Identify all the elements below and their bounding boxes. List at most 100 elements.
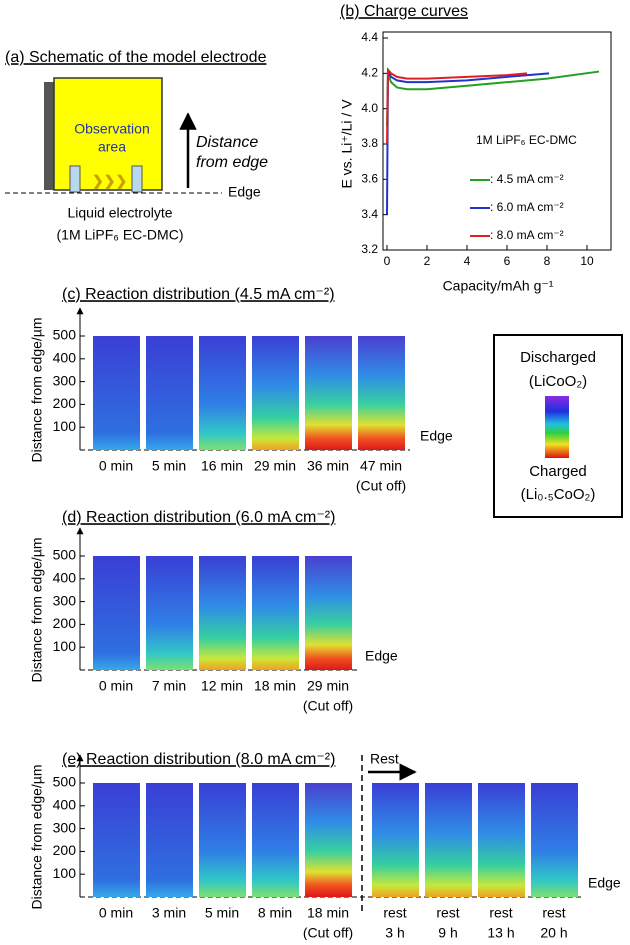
map-image [305, 783, 352, 897]
y-tick-label: 100 [53, 865, 77, 881]
y-tick-label: 100 [53, 418, 77, 434]
x-axis-label: Capacity/mAh g⁻¹ [443, 278, 554, 294]
electrolyte: Liquid electrolyte [67, 205, 172, 221]
plot-frame [382, 31, 612, 251]
frame-label: 36 min [307, 458, 349, 474]
y-axis-label: Distance from edge/µm [29, 764, 45, 909]
line [386, 67, 528, 145]
y-tick-label: 100 [53, 638, 77, 654]
electrode-side [44, 82, 56, 190]
edge-label: Edge [588, 875, 621, 891]
schematic-title: (a) Schematic of the model electrode [5, 49, 267, 66]
y-tick-label: 4.2 [361, 66, 378, 80]
annotation: 1M LiPF₆ EC-DMC [476, 133, 577, 147]
frame-label: 16 min [201, 458, 243, 474]
map-image [305, 336, 352, 450]
frame-note: (Cut off) [303, 925, 353, 940]
map-image [93, 336, 140, 450]
y-axis-label: Distance from edge/µm [29, 537, 45, 682]
electrolyte: (1M LiPF₆ EC-DMC) [57, 227, 184, 243]
colorbar-label: (LiCoO₂) [529, 373, 587, 390]
map-image [372, 783, 419, 897]
arrow-label: from edge [196, 154, 268, 171]
map-image [146, 336, 193, 450]
frame-label: rest [542, 905, 565, 921]
frame-label: 5 min [152, 458, 186, 474]
area-label: Observation [74, 121, 149, 137]
frame-label: 0 min [99, 458, 133, 474]
y-tick-label: 300 [53, 592, 77, 608]
frame-label: 12 min [201, 678, 243, 694]
area-label: area [98, 139, 126, 155]
map-image [146, 783, 193, 897]
x-tick-label: 10 [580, 254, 594, 268]
frame-label: rest [383, 905, 406, 921]
map-title: (c) Reaction distribution (4.5 mA cm⁻²) [62, 286, 335, 303]
map-image [252, 783, 299, 897]
y-tick-label: 300 [53, 819, 77, 835]
y-tick-label: 3.6 [361, 172, 378, 186]
map-image [199, 556, 246, 670]
map-image [199, 783, 246, 897]
x-tick-label: 0 [384, 254, 391, 268]
y-tick-label: 4.0 [361, 101, 378, 115]
frame-label: 0 min [99, 905, 133, 921]
frame-label: rest [489, 905, 512, 921]
map-title: (e) Reaction distribution (8.0 mA cm⁻²) [62, 751, 335, 768]
y-tick-label: 200 [53, 842, 77, 858]
frame-label: 0 min [99, 678, 133, 694]
map-image [425, 783, 472, 897]
y-tick-label: 3.8 [361, 136, 378, 150]
frame-label: 5 min [205, 905, 239, 921]
frame-label: 29 min [307, 678, 349, 694]
frame-label: 18 min [254, 678, 296, 694]
x-tick-label: 4 [464, 254, 471, 268]
chevrons: ❯❯❯ [92, 173, 127, 190]
frame-label: 3 min [152, 905, 186, 921]
map-image [93, 783, 140, 897]
colorbar-label: (Li₀.₅CoO₂) [521, 486, 596, 503]
legend-label: : 8.0 mA cm⁻² [490, 228, 564, 242]
y-tick-label: 200 [53, 395, 77, 411]
edge-label: Edge [420, 428, 453, 444]
x-tick-label: 8 [544, 254, 551, 268]
map-image [358, 336, 405, 450]
y-tick-label: 200 [53, 615, 77, 631]
map-image [305, 556, 352, 670]
frame-note: 3 h [385, 925, 404, 940]
colorbar-label: Charged [529, 463, 587, 480]
colorbar-box [493, 334, 623, 518]
y-tick-label: 3.4 [361, 207, 378, 221]
frame-note: 9 h [438, 925, 457, 940]
frame-label: rest [436, 905, 459, 921]
frame-label: 18 min [307, 905, 349, 921]
y-tick-label: 3.2 [361, 242, 378, 256]
legend-label: : 6.0 mA cm⁻² [490, 200, 564, 214]
edge-label: Edge [228, 184, 261, 200]
y-axis-label: Distance from edge/µm [29, 317, 45, 462]
map-image [478, 783, 525, 897]
foot [69, 165, 81, 193]
y-axis-label: E vs. Li⁺/Li / V [339, 99, 355, 189]
y-tick-label: 400 [53, 350, 77, 366]
y-tick-label: 500 [53, 547, 77, 563]
frame-label: 7 min [152, 678, 186, 694]
colorbar-label: Discharged [520, 349, 596, 366]
frame-note: 13 h [487, 925, 514, 940]
rest-label: Rest [370, 751, 399, 767]
y-tick-label: 400 [53, 797, 77, 813]
map-image [146, 556, 193, 670]
y-tick-label: 300 [53, 372, 77, 388]
x-tick-label: 6 [504, 254, 511, 268]
legend-label: : 4.5 mA cm⁻² [490, 172, 564, 186]
map-title: (d) Reaction distribution (6.0 mA cm⁻²) [62, 509, 335, 526]
frame-label: 47 min [360, 458, 402, 474]
line [386, 70, 600, 127]
y-tick-label: 4.4 [361, 30, 378, 44]
map-image [252, 336, 299, 450]
frame-label: 29 min [254, 458, 296, 474]
y-tick-label: 500 [53, 774, 77, 790]
frame-note: 20 h [540, 925, 567, 940]
x-tick-label: 2 [424, 254, 431, 268]
